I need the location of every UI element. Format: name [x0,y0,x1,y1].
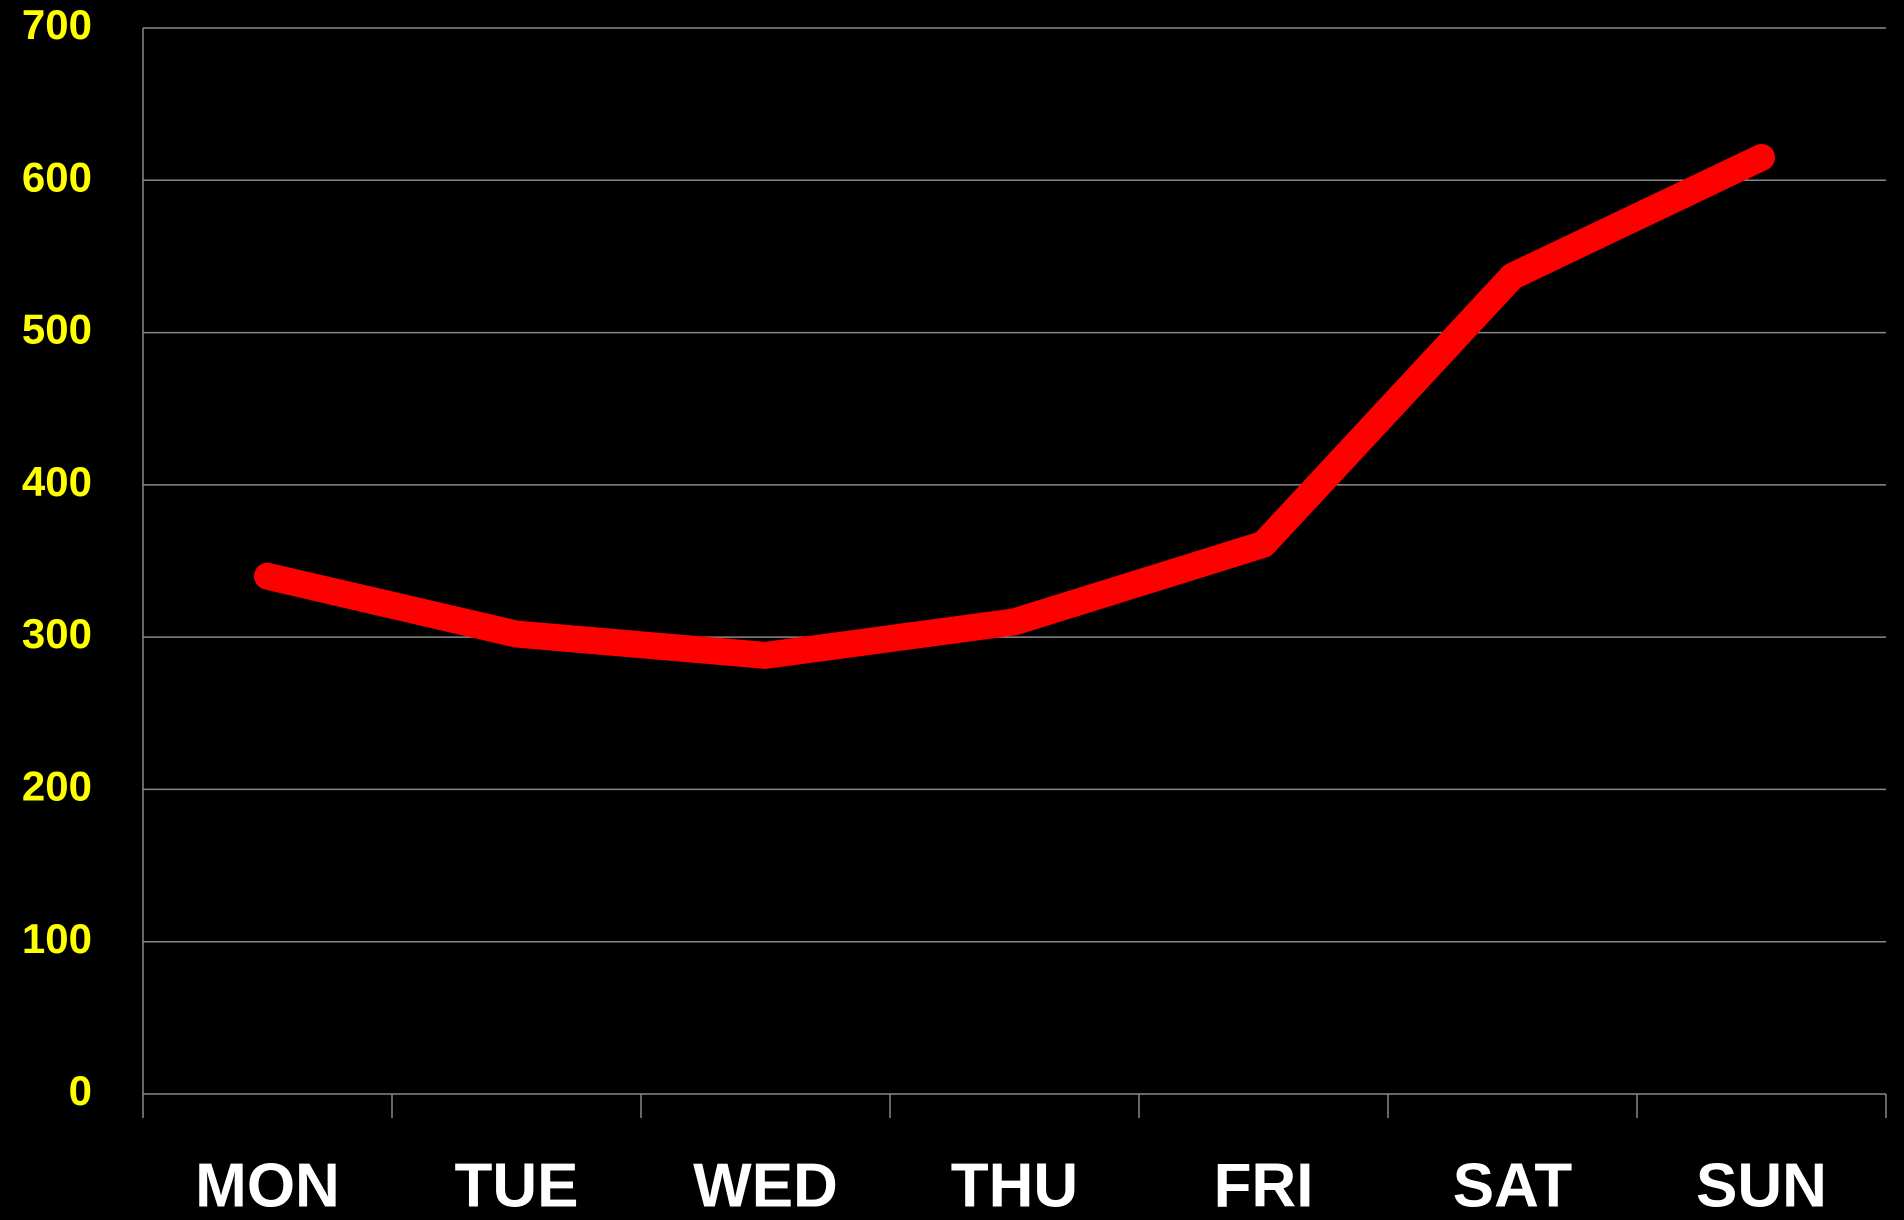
y-tick-label: 700 [22,1,92,48]
x-tick-label: MON [195,1151,340,1220]
x-tick-label: TUE [455,1151,579,1220]
y-tick-label: 400 [22,458,92,505]
y-tick-label: 200 [22,763,92,810]
y-tick-label: 100 [22,915,92,962]
y-tick-label: 500 [22,306,92,353]
x-tick-label: WED [693,1151,838,1220]
x-tick-label: FRI [1214,1151,1314,1220]
x-tick-label: SAT [1453,1151,1573,1220]
y-tick-label: 0 [69,1067,92,1114]
y-tick-label: 600 [22,153,92,200]
x-tick-label: SUN [1696,1151,1827,1220]
x-tick-label: THU [951,1151,1078,1220]
y-tick-label: 300 [22,610,92,657]
data-line [254,143,1775,669]
